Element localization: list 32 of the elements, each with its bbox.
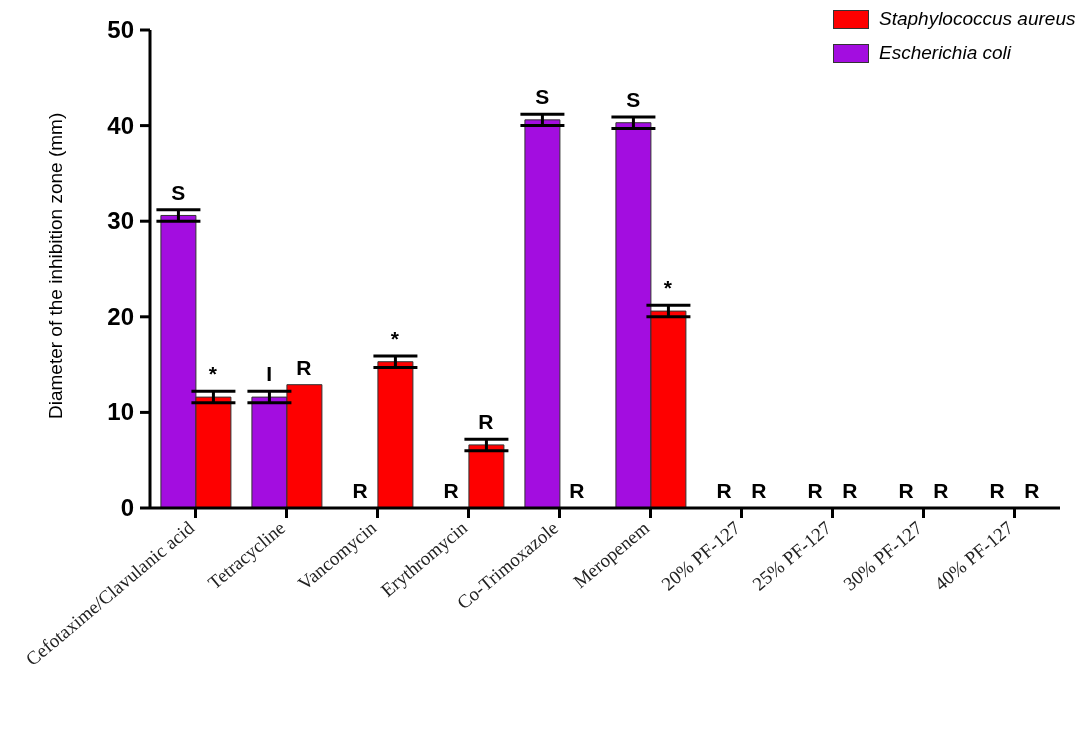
y-tick-label: 30	[107, 207, 134, 235]
data-label: R	[989, 479, 1005, 502]
data-label: R	[1024, 479, 1040, 502]
bar	[468, 444, 505, 508]
legend-label: Escherichia coli	[879, 42, 1011, 64]
bar	[377, 361, 414, 508]
data-label: R	[443, 479, 459, 502]
y-axis-title: Diameter of the inhibition zone (mm)	[44, 112, 66, 419]
data-label: *	[663, 276, 673, 300]
data-label: R	[842, 479, 858, 502]
data-label: R	[933, 479, 949, 502]
y-tick-label: 10	[107, 398, 134, 426]
y-tick-label: 50	[107, 16, 134, 43]
y-tick-label: 20	[107, 302, 134, 330]
data-label: R	[569, 479, 585, 502]
data-label: R	[352, 479, 368, 502]
y-tick-label: 0	[120, 494, 134, 521]
data-label: R	[751, 479, 767, 502]
data-label: R	[807, 479, 823, 502]
legend-label: Staphylococcus aureus	[879, 8, 1076, 30]
data-label: R	[296, 355, 312, 379]
data-label: *	[390, 327, 400, 350]
data-label: R	[478, 410, 494, 434]
data-label: S	[171, 180, 186, 204]
data-label: *	[208, 362, 218, 386]
data-label: R	[898, 479, 914, 502]
y-tick-label: 40	[107, 111, 134, 139]
data-label: R	[716, 479, 732, 502]
data-label: S	[626, 88, 641, 111]
data-label: I	[266, 362, 273, 386]
bar	[524, 119, 561, 508]
data-label: S	[535, 85, 550, 109]
